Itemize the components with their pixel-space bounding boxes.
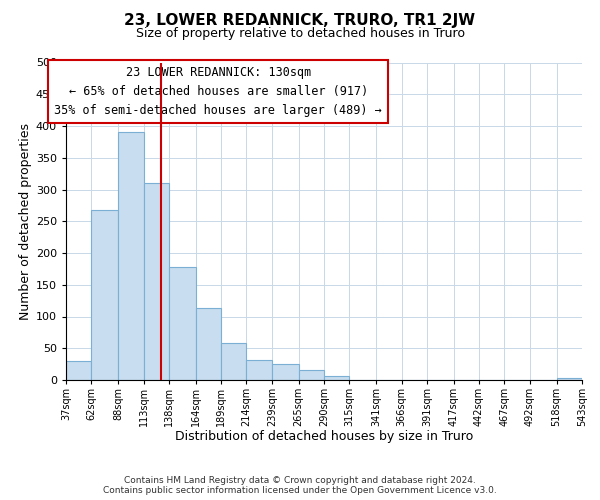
Text: Size of property relative to detached houses in Truro: Size of property relative to detached ho… (136, 28, 464, 40)
Text: 23 LOWER REDANNICK: 130sqm
← 65% of detached houses are smaller (917)
35% of sem: 23 LOWER REDANNICK: 130sqm ← 65% of deta… (55, 66, 382, 116)
Bar (221, 343, 247, 380)
Text: Contains HM Land Registry data © Crown copyright and database right 2024.
Contai: Contains HM Land Registry data © Crown c… (103, 476, 497, 495)
Bar (169, 267, 196, 380)
Bar (196, 308, 221, 380)
Bar (143, 182, 169, 380)
X-axis label: Distribution of detached houses by size in Truro: Distribution of detached houses by size … (175, 430, 473, 444)
Bar (247, 360, 272, 380)
Bar (91, 210, 118, 380)
Bar (66, 361, 91, 380)
Bar (272, 364, 299, 380)
Bar (118, 132, 143, 380)
Bar (324, 376, 349, 380)
Y-axis label: Number of detached properties: Number of detached properties (19, 122, 32, 320)
Bar (557, 378, 582, 380)
Text: 23, LOWER REDANNICK, TRURO, TR1 2JW: 23, LOWER REDANNICK, TRURO, TR1 2JW (124, 12, 476, 28)
Bar (299, 370, 324, 380)
